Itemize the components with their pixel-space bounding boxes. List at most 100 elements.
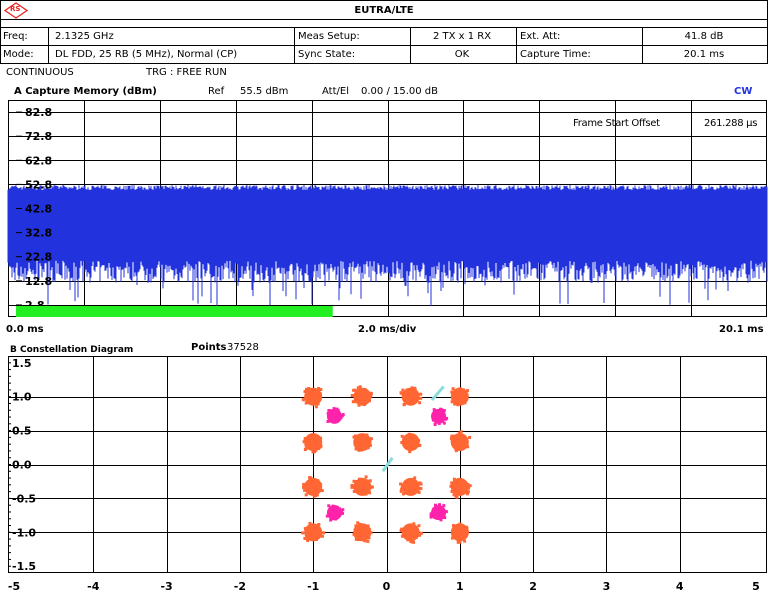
qam16-point-edge [320, 489, 324, 493]
qam16-point-edge [355, 480, 359, 483]
qpsk-point-edge [439, 419, 443, 423]
qam16-point-edge [309, 477, 313, 481]
qam16-point-edge [363, 403, 367, 406]
qam16-point-edge [353, 400, 357, 404]
qam16-point-edge [304, 401, 308, 405]
qpsk-point-edge [439, 518, 443, 522]
constellation-chart[interactable]: 1.5 1.0 0.5 0.0 -0.5 -1.0 -1.5 -5 -4 -3 -2 -1 0 1 2 3 4 5 [0, 355, 768, 597]
qam16-point-edge [417, 490, 421, 494]
qam16-point-edge [400, 534, 404, 538]
qpsk-point-edge [339, 509, 343, 513]
points-label: Points [191, 342, 227, 353]
qam16-point-edge [466, 445, 470, 449]
mode-label: Mode: [3, 49, 34, 60]
qam16-point-edge [316, 402, 320, 406]
qam16-point-edge [357, 448, 361, 452]
qam16-point-edge [457, 538, 461, 541]
ext-att-label: Ext. Att: [520, 31, 561, 42]
qam16-point-edge [450, 481, 454, 485]
constellation-x-label: 0 [383, 580, 391, 593]
qpsk-point-edge [429, 515, 433, 519]
qam16-point-edge [315, 390, 319, 394]
sweep-mode: CONTINUOUS [6, 67, 74, 78]
qpsk-point-edge [433, 423, 437, 426]
qam16-point-edge [315, 445, 319, 449]
qam16-point-edge [407, 432, 411, 436]
capture-memory-chart[interactable]: 82.872.862.852.842.832.822.812.82.8 [0, 98, 768, 320]
frame-start-offset-value: 261.288 µs [704, 118, 758, 129]
qam16-point-edge [418, 443, 422, 447]
qam16-point-edge [315, 524, 319, 528]
qam16-point-edge [308, 388, 312, 392]
constellation-x-label: -3 [160, 580, 172, 593]
qam16-point-edge [464, 399, 468, 403]
qam16-point-edge [417, 439, 421, 443]
qam16-point-edge [419, 482, 423, 486]
freq-value[interactable]: 2.1325 GHz [55, 31, 114, 42]
qam16-point-edge [304, 443, 308, 447]
qam16-point-edge [354, 524, 358, 528]
qam16-point-edge [418, 533, 422, 537]
qam16-point-edge [304, 437, 308, 441]
constellation-y-label: -1.0 [12, 526, 36, 539]
qpsk-point-edge [437, 421, 441, 425]
qam16-point-edge [354, 445, 358, 449]
qam16-point-edge [400, 484, 404, 488]
qam16-point-edge [309, 537, 313, 541]
header-frame [0, 0, 768, 64]
qpsk-point-edge [440, 409, 444, 413]
qam16-point-edge [408, 448, 412, 452]
qam16-point-edge [399, 391, 403, 395]
qam16-point-edge [463, 535, 467, 539]
qam16-point-edge [419, 531, 423, 535]
qam16-point-edge [418, 401, 422, 405]
ref-label: Ref [208, 86, 225, 97]
qpsk-point-edge [339, 512, 343, 516]
sync-state-label: Sync State: [298, 49, 356, 60]
qam16-point-edge [316, 399, 320, 403]
qpsk-point-edge [442, 421, 446, 425]
constellation-x-label: -5 [8, 580, 20, 593]
qpsk-point-edge [432, 408, 436, 412]
qam16-point-edge [350, 485, 354, 489]
qam16-point-edge [366, 399, 370, 403]
qam16-point-edge [362, 492, 366, 496]
qam16-point-edge [419, 392, 423, 396]
qam16-point-edge [363, 387, 367, 391]
qam16-point-edge [410, 540, 414, 544]
qam16-point-edge [304, 493, 308, 497]
qam16-point-edge [412, 522, 416, 526]
qam16-point-edge [416, 444, 420, 448]
constellation-x-label: 3 [603, 580, 611, 593]
ext-att-value[interactable]: 41.8 dB [684, 31, 724, 42]
qam16-point-edge [402, 531, 406, 535]
points-value: 37528 [227, 342, 259, 353]
qpsk-point-edge [442, 415, 446, 419]
qam16-point-edge [350, 394, 354, 397]
qpsk-point-edge [325, 514, 329, 518]
qam16-point-edge [350, 484, 354, 487]
qpsk-point-edge [443, 516, 447, 520]
meas-setup-value[interactable]: 2 TX x 1 RX [432, 31, 492, 42]
qpsk-point-edge [327, 411, 331, 415]
qam16-point-edge [466, 483, 470, 486]
qam16-point-edge [468, 436, 472, 439]
qam16-point-edge [317, 387, 321, 390]
qam16-point-edge [360, 448, 363, 452]
ref-value: 55.5 dBm [240, 86, 289, 97]
qam16-point-edge [457, 433, 461, 437]
qam16-point [353, 523, 372, 542]
qam16-point-edge [455, 446, 459, 450]
constellation-y-label: 0.0 [12, 459, 32, 472]
qam16-point-edge [451, 391, 455, 395]
qam16-point-edge [406, 479, 409, 483]
qam16-point-edge [465, 491, 469, 495]
qam16-point-edge [417, 487, 421, 491]
qam16-point-edge [318, 392, 322, 396]
qpsk-point-edge [338, 507, 341, 511]
qam16-point-edge [306, 535, 310, 538]
qam16-point-edge [369, 437, 373, 441]
capture-time-value[interactable]: 20.1 ms [683, 49, 725, 60]
mode-value[interactable]: DL FDD, 25 RB (5 MHz), Normal (CP) [55, 49, 238, 60]
qam16-point-edge [404, 445, 408, 449]
